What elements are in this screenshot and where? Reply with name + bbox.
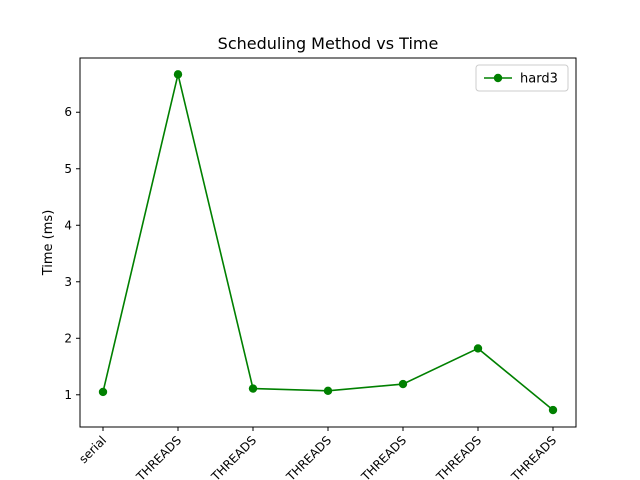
series-line-hard3	[102, 74, 554, 411]
data-point	[473, 344, 483, 353]
legend-marker	[493, 73, 503, 83]
data-point	[548, 405, 558, 415]
legend: hard3	[475, 64, 569, 92]
data-point	[398, 379, 408, 389]
y-tick-label: 3	[64, 275, 72, 289]
chart-title: Scheduling Method vs Time	[218, 34, 439, 53]
data-point	[98, 387, 108, 397]
y-tick-label: 5	[64, 162, 72, 176]
data-point	[248, 384, 258, 393]
y-tick-label: 4	[64, 218, 72, 232]
legend-label: hard3	[520, 72, 558, 87]
data-point	[173, 70, 183, 79]
x-tick-label: THREADS	[133, 433, 184, 480]
x-tick-label: THREADS	[433, 433, 484, 480]
x-tick-label: serial	[76, 433, 109, 466]
y-axis-label: Time (ms)	[41, 210, 56, 277]
y-tick-label: 6	[64, 105, 72, 119]
plot-area: 1 2 3 4 5 6 serial THREADS THREADS THREADS THREADS…	[64, 57, 577, 480]
y-tick-label: 2	[64, 331, 72, 345]
x-tick-label: THREADS	[508, 433, 559, 480]
data-point	[323, 386, 333, 396]
x-tick-label: THREADS	[208, 433, 259, 480]
legend-box	[475, 64, 569, 92]
plot-frame	[79, 57, 577, 428]
x-tick-label: THREADS	[358, 433, 409, 480]
y-tick-label: 1	[64, 388, 72, 402]
x-tick-label: THREADS	[283, 433, 334, 480]
